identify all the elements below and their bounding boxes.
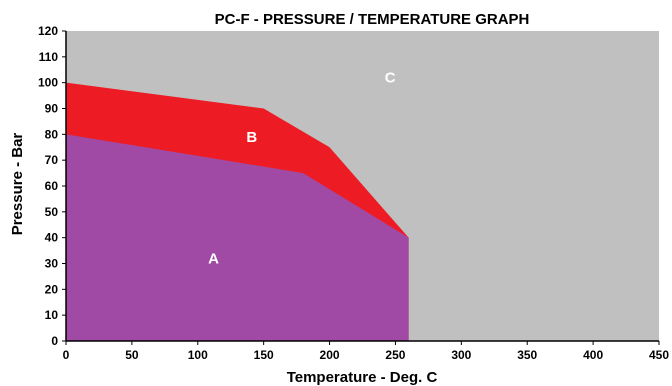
x-tick-label: 50 — [125, 348, 139, 362]
y-tick-label: 120 — [38, 24, 58, 38]
y-tick-label: 0 — [51, 334, 58, 348]
region-a-label: A — [208, 250, 219, 267]
x-tick-label: 100 — [188, 348, 208, 362]
y-axis-title: Pressure - Bar — [9, 133, 26, 236]
y-tick-label: 70 — [45, 153, 59, 167]
region-a-area — [66, 134, 409, 341]
y-tick-label: 40 — [45, 231, 59, 245]
y-tick-label: 20 — [45, 282, 59, 296]
region-b-label: B — [246, 129, 257, 146]
chart-title: PC-F - PRESSURE / TEMPERATURE GRAPH — [215, 11, 530, 28]
x-tick-label: 300 — [451, 348, 471, 362]
plot-area: C B A — [66, 31, 659, 342]
region-c-label: C — [385, 70, 396, 87]
x-tick-label: 250 — [385, 348, 405, 362]
y-tick-label: 100 — [38, 76, 58, 90]
y-tick-label: 60 — [45, 179, 59, 193]
y-tick-label: 110 — [39, 50, 59, 64]
axes: 0 10 20 30 40 50 60 70 80 90 100 110 120 0 50 100 150 200… — [38, 24, 669, 362]
x-axis-title: Temperature - Deg. C — [287, 369, 438, 386]
x-tick-label: 350 — [517, 348, 537, 362]
y-tick-label: 90 — [45, 102, 59, 116]
x-tick-label: 0 — [63, 348, 70, 362]
x-tick-label: 200 — [320, 348, 340, 362]
y-tick-label: 10 — [45, 308, 59, 322]
x-tick-label: 150 — [254, 348, 274, 362]
x-tick-label: 400 — [583, 348, 603, 362]
y-tick-label: 30 — [45, 257, 59, 271]
y-tick-label: 50 — [45, 205, 59, 219]
y-tick-label: 80 — [45, 127, 59, 141]
x-tick-label: 450 — [649, 348, 669, 362]
